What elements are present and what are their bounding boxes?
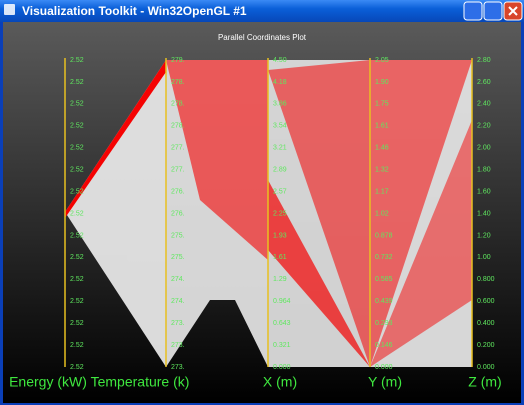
tick-label: 2.52 (70, 145, 84, 152)
tick-label: 2.52 (70, 298, 84, 305)
axis-name: Y (m) (368, 374, 402, 390)
tick-label: 0.293 (375, 320, 393, 327)
tick-label: 2.52 (70, 254, 84, 261)
tick-label: 0.964 (273, 298, 291, 305)
tick-label: 0.000 (375, 364, 393, 371)
tick-label: 2.52 (70, 276, 84, 283)
axis-name: Z (m) (468, 374, 501, 390)
tick-label: 275. (171, 254, 185, 261)
window-title: Visualization Toolkit - Win32OpenGL #1 (22, 4, 247, 18)
tick-label: 2.52 (70, 79, 84, 86)
tick-label: 1.02 (375, 210, 389, 217)
tick-label: 2.52 (70, 342, 84, 349)
axis-name: Temperature (k) (91, 374, 190, 390)
tick-label: 0.200 (477, 342, 495, 349)
tick-label: 278. (171, 79, 185, 86)
tick-label: 1.93 (273, 232, 287, 239)
tick-label: 0.321 (273, 342, 291, 349)
tick-label: 2.89 (273, 166, 287, 173)
tick-label: 2.57 (273, 188, 287, 195)
tick-label: 1.40 (477, 210, 491, 217)
tick-label: 1.29 (273, 276, 287, 283)
tick-label: 2.05 (375, 57, 389, 64)
tick-label: 2.52 (70, 320, 84, 327)
tick-label: 0.146 (375, 342, 393, 349)
plot-title: Parallel Coordinates Plot (218, 33, 307, 42)
tick-label: 2.40 (477, 101, 491, 108)
axis-name: Energy (kW) (9, 374, 87, 390)
tick-label: 4.18 (273, 79, 287, 86)
maximize-button[interactable] (483, 1, 503, 21)
tick-label: 2.52 (70, 232, 84, 239)
tick-label: 1.61 (375, 123, 389, 130)
tick-label: 0.000 (273, 364, 291, 371)
tick-label: 2.60 (477, 79, 491, 86)
tick-label: 1.32 (375, 166, 389, 173)
tick-label: 273. (171, 320, 185, 327)
tick-label: 278. (171, 101, 185, 108)
tick-label: 1.90 (375, 79, 389, 86)
tick-label: 276. (171, 210, 185, 217)
tick-label: 0.643 (273, 320, 291, 327)
tick-label: 4.50 (273, 57, 287, 64)
minimize-button[interactable] (463, 1, 483, 21)
tick-label: 1.61 (273, 254, 287, 261)
tick-label: 0.585 (375, 276, 393, 283)
tick-label: 278. (171, 123, 185, 130)
tick-label: 2.25 (273, 210, 287, 217)
tick-label: 275. (171, 232, 185, 239)
tick-label: 2.52 (70, 364, 84, 371)
tick-label: 2.52 (70, 123, 84, 130)
tick-label: 1.17 (375, 188, 389, 195)
tick-label: 1.46 (375, 145, 389, 152)
tick-label: 3.21 (273, 145, 287, 152)
tick-label: 0.439 (375, 298, 393, 305)
tick-label: 2.20 (477, 123, 491, 130)
close-icon (508, 6, 518, 16)
tick-label: 0.000 (477, 364, 495, 371)
tick-label: 2.52 (70, 166, 84, 173)
lines-texture (65, 60, 472, 367)
tick-label: 0.400 (477, 320, 495, 327)
tick-label: 2.00 (477, 145, 491, 152)
tick-label: 277. (171, 166, 185, 173)
tick-label: 3.86 (273, 101, 287, 108)
tick-label: 0.600 (477, 298, 495, 305)
tick-label: 0.800 (477, 276, 495, 283)
tick-label: 0.732 (375, 254, 393, 261)
tick-label: 276. (171, 188, 185, 195)
axis-name: X (m) (263, 374, 297, 390)
tick-label: 0.878 (375, 232, 393, 239)
tick-label: 2.52 (70, 101, 84, 108)
tick-label: 2.52 (70, 57, 84, 64)
app-icon (4, 4, 15, 15)
tick-label: 1.00 (477, 254, 491, 261)
tick-label: 1.75 (375, 101, 389, 108)
tick-label: 2.52 (70, 188, 84, 195)
tick-label: 1.60 (477, 188, 491, 195)
tick-label: 3.54 (273, 123, 287, 130)
tick-label: 273. (171, 364, 185, 371)
tick-label: 274. (171, 298, 185, 305)
tick-label: 2.52 (70, 210, 84, 217)
tick-label: 2.80 (477, 57, 491, 64)
title-bar: Visualization Toolkit - Win32OpenGL #1 (0, 0, 524, 22)
tick-label: 1.80 (477, 166, 491, 173)
tick-label: 1.20 (477, 232, 491, 239)
tick-label: 274. (171, 276, 185, 283)
tick-label: 279. (171, 57, 185, 64)
tick-label: 273. (171, 342, 185, 349)
tick-label: 277. (171, 145, 185, 152)
